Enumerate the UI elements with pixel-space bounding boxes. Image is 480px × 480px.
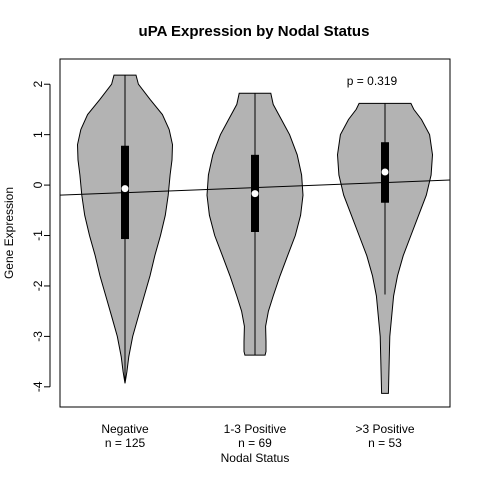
- median-point: [381, 168, 389, 176]
- y-axis-title: Gene Expression: [2, 187, 16, 279]
- plot-frame: [59, 58, 451, 408]
- box-layer: [121, 75, 389, 384]
- x-axis-title: Nodal Status: [221, 451, 290, 465]
- x-tick-label: 1-3 Positive: [224, 422, 287, 436]
- x-tick-count: n = 53: [368, 436, 402, 450]
- y-axis: -4 -3 -2 -1 0 1 2: [31, 81, 51, 392]
- chart-title: uPA Expression by Nodal Status: [139, 23, 370, 40]
- x-tick-label: Negative: [101, 422, 149, 436]
- median-point: [121, 185, 129, 193]
- y-tick-label: 0: [31, 181, 45, 188]
- x-tick-count: n = 125: [105, 436, 146, 450]
- x-tick-label: >3 Positive: [355, 422, 414, 436]
- y-tick-label: -4: [31, 381, 45, 392]
- x-tick-count: n = 69: [238, 436, 272, 450]
- p-value-annotation: p = 0.319: [347, 74, 398, 88]
- iqr-box: [121, 145, 129, 240]
- y-tick-label: 1: [31, 131, 45, 138]
- y-tick-label: -3: [31, 331, 45, 342]
- median-point: [251, 190, 259, 198]
- y-tick-label: 2: [31, 81, 45, 88]
- y-tick-label: -1: [31, 230, 45, 241]
- y-tick-label: -2: [31, 280, 45, 291]
